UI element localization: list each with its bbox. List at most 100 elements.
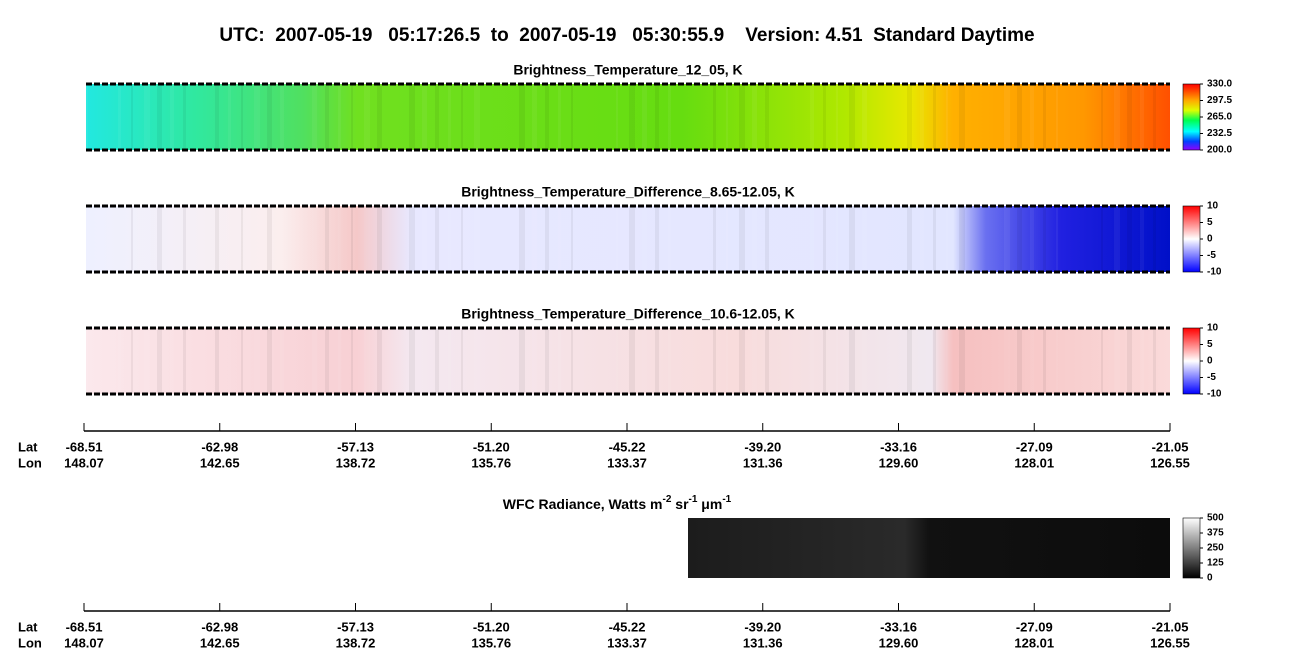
image-streak	[448, 206, 451, 272]
image-streak	[435, 328, 439, 394]
image-streak	[215, 328, 219, 394]
image-streak	[765, 328, 769, 394]
image-streak	[364, 84, 370, 150]
image-streak	[558, 84, 561, 150]
image-streak	[241, 206, 243, 272]
image-streak	[519, 206, 525, 272]
image-streak	[907, 206, 912, 272]
superscript: -2	[662, 494, 671, 505]
image-streak	[668, 84, 671, 150]
superscript: -1	[689, 494, 698, 505]
lat-label: -39.20	[744, 619, 781, 634]
image-streak	[920, 206, 924, 272]
image-streak	[1101, 206, 1103, 272]
panel-title: Brightness_Temperature_Difference_10.6-1…	[461, 306, 795, 322]
image-streak	[862, 84, 867, 150]
lat-label: -45.22	[609, 619, 646, 634]
lat-label: -21.05	[1152, 439, 1189, 454]
image-streak	[267, 328, 272, 394]
image-streak	[228, 328, 231, 394]
image-streak	[739, 206, 745, 272]
image-streak	[228, 84, 231, 150]
image-streak	[1140, 328, 1144, 394]
image-streak	[474, 206, 480, 272]
image-streak	[1056, 84, 1058, 150]
image-streak	[862, 328, 867, 394]
image-streak	[532, 206, 537, 272]
image-streak	[668, 328, 671, 394]
image-streak	[823, 328, 826, 394]
image-streak	[338, 206, 341, 272]
image-streak	[959, 84, 965, 150]
image-streak	[726, 84, 728, 150]
image-streak	[1043, 328, 1046, 394]
image-streak	[1030, 206, 1034, 272]
panel-image	[86, 328, 1170, 394]
image-streak	[435, 84, 439, 150]
image-streak	[849, 84, 855, 150]
image-streak	[215, 206, 219, 272]
image-streak	[862, 206, 867, 272]
image-streak	[1114, 328, 1120, 394]
image-streak	[351, 206, 353, 272]
image-streak	[267, 84, 272, 150]
image-streak	[461, 328, 463, 394]
image-streak	[836, 84, 838, 150]
image-streak	[1043, 84, 1046, 150]
page-title: UTC: 2007-05-19 05:17:26.5 to 2007-05-19…	[219, 25, 1034, 46]
image-streak	[765, 84, 769, 150]
colorbar	[1182, 205, 1201, 273]
image-streak	[377, 206, 382, 272]
axis-row-label: Lat	[18, 619, 38, 634]
title-part: μm	[697, 496, 722, 512]
lon-label: 142.65	[200, 635, 240, 650]
image-streak	[545, 328, 549, 394]
image-streak	[739, 328, 745, 394]
image-streak	[836, 328, 838, 394]
image-streak	[1140, 84, 1144, 150]
lat-label: -33.16	[880, 619, 917, 634]
colorbar-label: 0	[1207, 234, 1213, 245]
lat-label: -27.09	[1016, 439, 1053, 454]
image-streak	[409, 206, 415, 272]
image-streak	[726, 206, 728, 272]
lon-label: 133.37	[607, 455, 647, 470]
image-streak	[1101, 328, 1103, 394]
image-streak	[933, 328, 936, 394]
image-streak	[739, 84, 745, 150]
image-streak	[1030, 328, 1034, 394]
image-streak	[312, 328, 317, 394]
colorbar	[1182, 327, 1201, 395]
image-streak	[183, 328, 186, 394]
image-streak	[422, 328, 427, 394]
axis-row-label: Lon	[18, 635, 42, 650]
image-streak	[1004, 84, 1010, 150]
image-streak	[157, 84, 162, 150]
image-streak	[849, 206, 855, 272]
axis-row-label: Lon	[18, 455, 42, 470]
image-streak	[1101, 84, 1103, 150]
image-streak	[422, 84, 427, 150]
lat-label: -45.22	[609, 439, 646, 454]
superscript: -1	[722, 494, 731, 505]
image-streak	[532, 84, 537, 150]
colorbar-label: 0	[1207, 356, 1213, 367]
image-streak	[183, 206, 186, 272]
image-streak	[118, 84, 121, 150]
image-streak	[241, 328, 243, 394]
image-streak	[338, 328, 341, 394]
image-streak	[920, 328, 924, 394]
colorbar-label: 10	[1207, 323, 1219, 334]
image-streak	[461, 84, 463, 150]
image-streak	[1056, 328, 1058, 394]
image-streak	[946, 84, 948, 150]
image-streak	[325, 328, 329, 394]
axis-row-label: Lat	[18, 439, 38, 454]
image-streak	[642, 84, 647, 150]
image-streak	[519, 84, 525, 150]
image-streak	[86, 206, 88, 272]
image-streak	[144, 328, 150, 394]
lat-label: -27.09	[1016, 619, 1053, 634]
colorbar-label: 297.5	[1207, 95, 1232, 106]
